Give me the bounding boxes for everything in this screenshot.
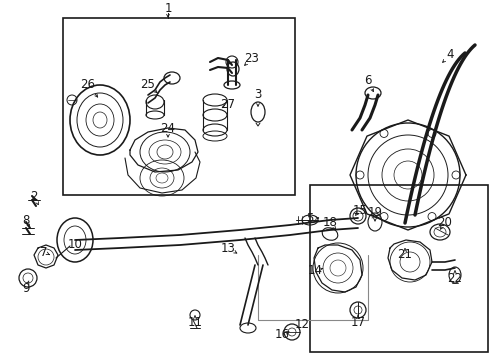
Text: 12: 12 (294, 319, 310, 332)
Text: 8: 8 (23, 213, 30, 226)
Text: 15: 15 (353, 203, 368, 216)
Text: 7: 7 (40, 246, 48, 258)
Text: 22: 22 (447, 271, 463, 284)
Text: 17: 17 (350, 315, 366, 328)
Text: 26: 26 (80, 78, 96, 91)
Text: 5: 5 (306, 211, 314, 225)
Text: 9: 9 (22, 282, 30, 294)
Text: 18: 18 (322, 216, 338, 229)
Text: 21: 21 (397, 248, 413, 261)
Text: 23: 23 (245, 51, 259, 64)
Text: 27: 27 (220, 99, 236, 112)
Text: 24: 24 (161, 122, 175, 135)
Text: 2: 2 (30, 189, 38, 202)
Text: 19: 19 (368, 206, 383, 219)
Bar (63, 18, 295, 195)
Text: 1: 1 (164, 1, 172, 14)
Text: 11: 11 (188, 316, 202, 329)
Text: 14: 14 (308, 264, 322, 276)
Text: 10: 10 (68, 238, 82, 251)
Text: 25: 25 (141, 78, 155, 91)
Bar (310, 185, 488, 352)
Text: 4: 4 (446, 49, 454, 62)
Text: 20: 20 (438, 216, 452, 229)
Text: 16: 16 (274, 328, 290, 342)
Text: 13: 13 (220, 242, 235, 255)
Text: 3: 3 (254, 89, 262, 102)
Text: 6: 6 (364, 73, 372, 86)
